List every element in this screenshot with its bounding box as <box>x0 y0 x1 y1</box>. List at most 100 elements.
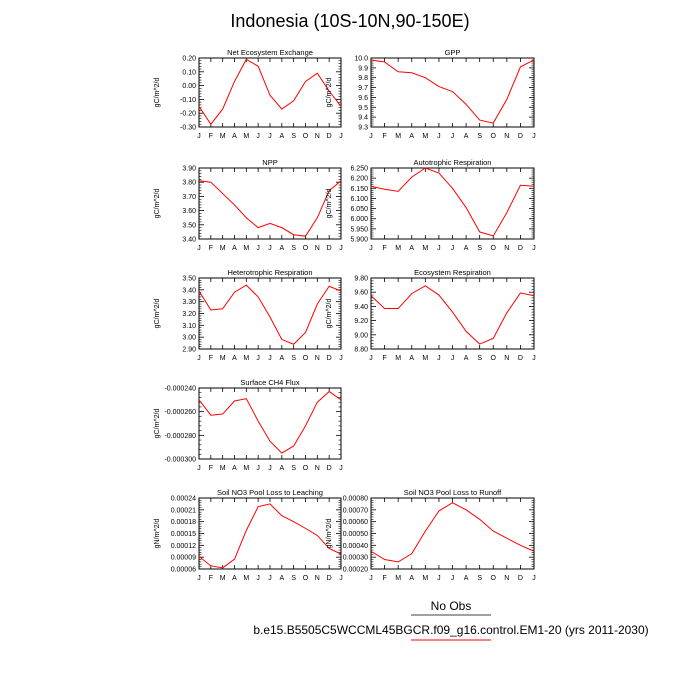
series-line <box>198 390 342 454</box>
y-tick-label: 5.900 <box>350 237 368 244</box>
y-axis-label: gC/m^2/d <box>154 189 161 219</box>
panel-9: Soil NO3 Pool Loss to Runoff gN/m^2/d J F M A… <box>326 488 536 582</box>
x-tick-label: J <box>532 133 536 140</box>
x-tick-label: J <box>256 575 260 582</box>
x-tick-label: N <box>504 133 509 140</box>
y-tick-label: 3.70 <box>182 194 196 201</box>
x-tick-label: D <box>327 245 332 252</box>
y-tick-label: 0.00021 <box>171 507 196 514</box>
series-line <box>198 503 342 569</box>
y-tick-label: 0.00024 <box>171 496 196 503</box>
x-tick-label: J <box>369 245 373 252</box>
x-tick-label: N <box>504 245 509 252</box>
y-axis-label: gC/m^2/d <box>154 299 161 329</box>
x-tick-label: F <box>382 355 386 362</box>
x-tick-label: N <box>315 465 320 472</box>
plot-frame <box>370 497 535 570</box>
x-tick-label: J <box>197 355 201 362</box>
plot-frame <box>370 167 535 240</box>
y-tick-label: 9.7 <box>358 85 368 92</box>
x-tick-label: J <box>197 465 201 472</box>
x-tick-label: F <box>209 575 213 582</box>
panel-title: Soil NO3 Pool Loss to Runoff <box>404 488 502 497</box>
x-tick-label: F <box>209 245 213 252</box>
plot-frame <box>198 497 342 570</box>
y-tick-label: -0.000240 <box>164 386 196 393</box>
x-tick-label: J <box>256 355 260 362</box>
y-tick-label: 3.40 <box>182 237 196 244</box>
x-tick-label: M <box>422 355 428 362</box>
x-tick-label: S <box>291 245 296 252</box>
panel-title: Autotrophic Respiration <box>414 158 492 167</box>
y-tick-label: 9.8 <box>358 75 368 82</box>
x-tick-label: N <box>504 575 509 582</box>
y-tick-label: 9.3 <box>358 125 368 132</box>
y-tick-label: 3.40 <box>182 287 196 294</box>
x-tick-label: J <box>268 245 272 252</box>
x-tick-label: S <box>477 245 482 252</box>
y-tick-label: 0.00070 <box>343 507 368 514</box>
series-line <box>198 284 342 345</box>
series-line <box>198 180 342 237</box>
x-tick-label: O <box>303 245 309 252</box>
x-tick-label: D <box>327 465 332 472</box>
x-tick-label: F <box>209 465 213 472</box>
plot-frame <box>370 277 535 350</box>
x-tick-label: A <box>409 575 414 582</box>
y-tick-label: -0.000300 <box>164 457 196 464</box>
y-tick-label: 6.200 <box>350 176 368 183</box>
x-tick-label: D <box>518 245 523 252</box>
x-tick-label: D <box>518 355 523 362</box>
panel-8: Soil NO3 Pool Loss to Leaching gN/m^2/d J F… <box>154 488 343 582</box>
panel-title: Soil NO3 Pool Loss to Leaching <box>217 488 323 497</box>
x-tick-label: D <box>327 133 332 140</box>
x-tick-label: A <box>464 355 469 362</box>
x-tick-label: M <box>422 133 428 140</box>
y-tick-label: 3.10 <box>182 323 196 330</box>
x-tick-label: O <box>303 465 309 472</box>
y-axis-label: gC/m^2/d <box>154 78 161 108</box>
series-line <box>370 502 535 563</box>
x-tick-label: J <box>256 245 260 252</box>
panel-6: Ecosystem Respiration gC/m^2/d J F M A M J J A S O N… <box>326 268 536 362</box>
panel-title: Surface CH4 Flux <box>240 378 299 387</box>
y-tick-label: 3.90 <box>182 166 196 173</box>
panel-title: Ecosystem Respiration <box>414 268 491 277</box>
x-tick-label: J <box>451 133 455 140</box>
x-tick-label: J <box>268 355 272 362</box>
plot-frame <box>198 277 342 350</box>
y-tick-label: 9.6 <box>358 95 368 102</box>
x-tick-label: M <box>243 355 249 362</box>
y-tick-label: 0.00009 <box>171 555 196 562</box>
y-tick-label: 0.00 <box>182 83 196 90</box>
x-tick-label: M <box>220 133 226 140</box>
x-tick-label: M <box>395 133 401 140</box>
x-tick-label: M <box>422 575 428 582</box>
y-tick-label: -0.30 <box>180 125 196 132</box>
y-axis-label: gC/m^2/d <box>154 409 161 439</box>
x-tick-label: A <box>464 245 469 252</box>
y-tick-label: 6.250 <box>350 166 368 173</box>
x-tick-label: J <box>369 355 373 362</box>
legend-label-model: b.e15.B5505C5WCCML45BGCR.f09_g16.control… <box>253 623 648 637</box>
x-tick-label: A <box>232 245 237 252</box>
panel-title: Net Ecosystem Exchange <box>227 48 313 57</box>
x-tick-label: D <box>518 133 523 140</box>
x-tick-label: A <box>232 133 237 140</box>
x-tick-label: A <box>232 575 237 582</box>
x-tick-label: N <box>315 355 320 362</box>
y-axis-label: gC/m^2/d <box>326 189 333 219</box>
x-tick-label: J <box>339 133 343 140</box>
y-tick-label: 9.40 <box>354 304 368 311</box>
x-tick-label: J <box>437 245 441 252</box>
x-tick-label: J <box>451 355 455 362</box>
x-tick-label: M <box>395 575 401 582</box>
x-tick-label: F <box>209 355 213 362</box>
y-tick-label: 9.20 <box>354 318 368 325</box>
x-tick-label: S <box>291 575 296 582</box>
y-tick-label: 3.20 <box>182 311 196 318</box>
x-tick-label: D <box>327 575 332 582</box>
x-tick-label: S <box>477 355 482 362</box>
